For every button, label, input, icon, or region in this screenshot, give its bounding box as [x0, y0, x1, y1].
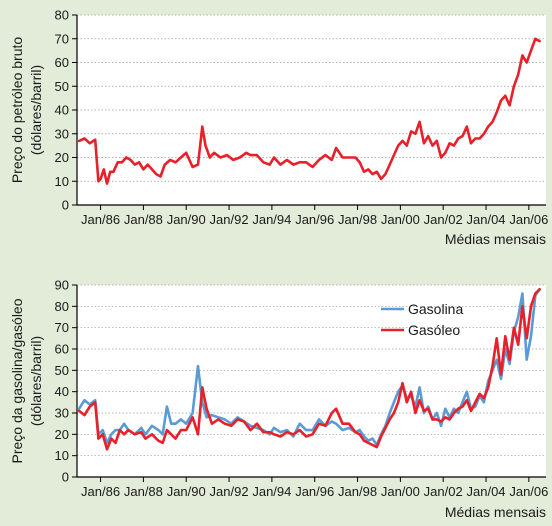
y-tick-label: 20 [55, 427, 69, 442]
y-tick-label: 70 [55, 320, 69, 335]
legend-label: Gasolina [408, 301, 463, 317]
plot-area [77, 285, 546, 477]
x-tick-label: Jan/00 [381, 212, 420, 227]
y-axis-label: (dólares/barril) [28, 65, 44, 155]
x-tick-label: Jan/04 [467, 484, 506, 499]
y-tick-label: 40 [55, 384, 69, 399]
x-axis-label: Médias mensais [445, 231, 546, 247]
y-tick-label: 10 [55, 448, 69, 463]
chart-1: 0 10 20 30 40 50 60 70 80 Jan/86 Jan/88 Jan/90 Jan/9… [9, 8, 548, 248]
x-tick-label: Jan/96 [295, 484, 334, 499]
y-tick-label: 90 [55, 278, 69, 293]
legend-label: Gasóleo [408, 322, 460, 338]
y-tick-label: 70 [55, 31, 69, 46]
y-tick-label: 40 [55, 103, 69, 118]
x-tick-label: Jan/86 [81, 484, 120, 499]
x-tick-label: Jan/06 [509, 484, 548, 499]
y-tick-label: 50 [55, 363, 69, 378]
series-line-gasleo [77, 287, 541, 451]
x-tick-label: Jan/94 [252, 212, 291, 227]
y-tick-label: 0 [62, 470, 69, 485]
x-tick-label: Jan/88 [124, 212, 163, 227]
x-tick-label: Jan/96 [295, 212, 334, 227]
x-tick-label: Jan/02 [424, 484, 463, 499]
x-tick-label: Jan/98 [338, 212, 377, 227]
x-tick-label: Jan/92 [210, 484, 249, 499]
y-tick-label: 30 [55, 406, 69, 421]
x-tick-label: Jan/04 [467, 212, 506, 227]
x-tick-label: Jan/00 [381, 484, 420, 499]
x-tick-label: Jan/92 [210, 212, 249, 227]
x-tick-label: Jan/02 [424, 212, 463, 227]
y-tick-label: 0 [62, 198, 69, 213]
y-tick-label: 20 [55, 150, 69, 165]
x-tick-label: Jan/90 [167, 212, 206, 227]
y-tick-label: 60 [55, 342, 69, 357]
y-tick-label: 50 [55, 79, 69, 94]
y-axis-label: Preço da gasolina/gasóleo [9, 298, 25, 463]
y-tick-label: 10 [55, 174, 69, 189]
x-tick-label: Jan/98 [338, 484, 377, 499]
x-tick-label: Jan/88 [124, 484, 163, 499]
y-tick-label: 80 [55, 299, 69, 314]
y-axis-label: (dólares/barril) [28, 336, 44, 426]
x-tick-label: Jan/86 [81, 212, 120, 227]
x-tick-label: Jan/06 [509, 212, 548, 227]
x-tick-label: Jan/90 [167, 484, 206, 499]
series-line-crude [77, 37, 541, 185]
x-axis-label: Médias mensais [445, 504, 546, 520]
y-tick-label: 60 [55, 55, 69, 70]
x-tick-label: Jan/94 [252, 484, 291, 499]
chart-2: 0 10 20 30 40 50 60 70 80 90 Jan/86 Jan/88 Jan/90 Jan… [9, 278, 548, 521]
y-axis-label: Preço do petróleo bruto [9, 37, 25, 184]
y-tick-label: 30 [55, 126, 69, 141]
y-tick-label: 80 [55, 8, 69, 23]
